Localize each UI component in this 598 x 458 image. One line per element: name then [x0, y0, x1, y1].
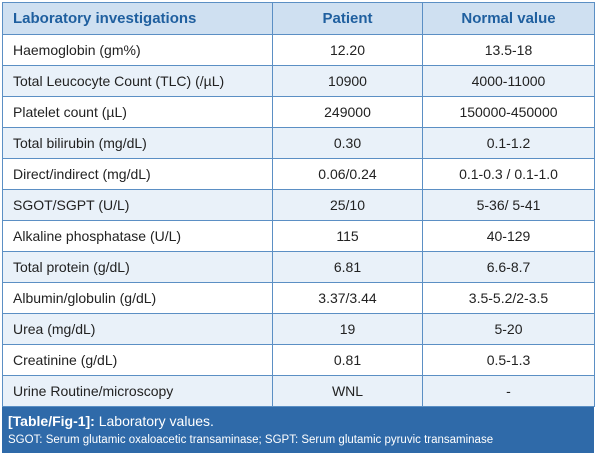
- cell-investigation: Total bilirubin (mg/dL): [2, 127, 273, 159]
- cell-patient-value: 19: [272, 313, 423, 345]
- cell-normal-value: 3.5-5.2/2-3.5: [422, 282, 595, 314]
- cell-patient-value: 249000: [272, 96, 423, 128]
- caption-title-line: [Table/Fig-1]: Laboratory values.: [8, 412, 588, 430]
- table-row: Urea (mg/dL) 19 5-20: [2, 313, 595, 345]
- cell-patient-value: 0.06/0.24: [272, 158, 423, 190]
- cell-investigation: Creatinine (g/dL): [2, 344, 273, 376]
- cell-patient-value: 6.81: [272, 251, 423, 283]
- table-row: Albumin/globulin (g/dL) 3.37/3.44 3.5-5.2/…: [2, 282, 595, 314]
- caption-title: Laboratory values.: [98, 413, 214, 429]
- cell-investigation: Total Leucocyte Count (TLC) (/µL): [2, 65, 273, 97]
- caption-footnote: SGOT: Serum glutamic oxaloacetic transam…: [8, 434, 494, 446]
- cell-investigation: Alkaline phosphatase (U/L): [2, 220, 273, 252]
- table-row: Direct/indirect (mg/dL) 0.06/0.24 0.1-0.3 …: [2, 158, 595, 190]
- cell-patient-value: 10900: [272, 65, 423, 97]
- table-caption: [Table/Fig-1]: Laboratory values. SGOT: …: [2, 407, 594, 453]
- header-investigation: Laboratory investigations: [2, 2, 273, 35]
- cell-patient-value: WNL: [272, 375, 423, 407]
- header-normal-value: Normal value: [422, 2, 595, 35]
- cell-normal-value: 4000-11000: [422, 65, 595, 97]
- table-row: Alkaline phosphatase (U/L) 115 40-129: [2, 220, 595, 252]
- cell-patient-value: 3.37/3.44: [272, 282, 423, 314]
- cell-investigation: Urea (mg/dL): [2, 313, 273, 345]
- table-header-row: Laboratory investigations Patient Normal…: [2, 2, 595, 35]
- table-row: Creatinine (g/dL) 0.81 0.5-1.3: [2, 344, 595, 376]
- cell-patient-value: 115: [272, 220, 423, 252]
- cell-normal-value: 5-36/ 5-41: [422, 189, 595, 221]
- cell-normal-value: -: [422, 375, 595, 407]
- caption-tag: [Table/Fig-1]:: [8, 413, 95, 429]
- cell-normal-value: 0.5-1.3: [422, 344, 595, 376]
- cell-patient-value: 0.81: [272, 344, 423, 376]
- cell-normal-value: 5-20: [422, 313, 595, 345]
- table-row: Total bilirubin (mg/dL) 0.30 0.1-1.2: [2, 127, 595, 159]
- header-patient: Patient: [272, 2, 423, 35]
- table-row: Haemoglobin (gm%) 12.20 13.5-18: [2, 34, 595, 66]
- cell-investigation: Platelet count (µL): [2, 96, 273, 128]
- cell-normal-value: 150000-450000: [422, 96, 595, 128]
- cell-investigation: SGOT/SGPT (U/L): [2, 189, 273, 221]
- cell-normal-value: 13.5-18: [422, 34, 595, 66]
- cell-investigation: Albumin/globulin (g/dL): [2, 282, 273, 314]
- cell-investigation: Total protein (g/dL): [2, 251, 273, 283]
- cell-normal-value: 6.6-8.7: [422, 251, 595, 283]
- table-row: SGOT/SGPT (U/L) 25/10 5-36/ 5-41: [2, 189, 595, 221]
- cell-patient-value: 12.20: [272, 34, 423, 66]
- table-row: Urine Routine/microscopy WNL -: [2, 375, 595, 407]
- table-row: Total protein (g/dL) 6.81 6.6-8.7: [2, 251, 595, 283]
- cell-normal-value: 0.1-0.3 / 0.1-1.0: [422, 158, 595, 190]
- cell-normal-value: 40-129: [422, 220, 595, 252]
- cell-investigation: Haemoglobin (gm%): [2, 34, 273, 66]
- cell-investigation: Urine Routine/microscopy: [2, 375, 273, 407]
- lab-values-table: Laboratory investigations Patient Normal…: [2, 2, 595, 407]
- cell-patient-value: 0.30: [272, 127, 423, 159]
- table-row: Total Leucocyte Count (TLC) (/µL) 10900 40…: [2, 65, 595, 97]
- cell-patient-value: 25/10: [272, 189, 423, 221]
- lab-values-figure: Laboratory investigations Patient Normal…: [2, 2, 595, 453]
- table-row: Platelet count (µL) 249000 150000-450000: [2, 96, 595, 128]
- cell-normal-value: 0.1-1.2: [422, 127, 595, 159]
- cell-investigation: Direct/indirect (mg/dL): [2, 158, 273, 190]
